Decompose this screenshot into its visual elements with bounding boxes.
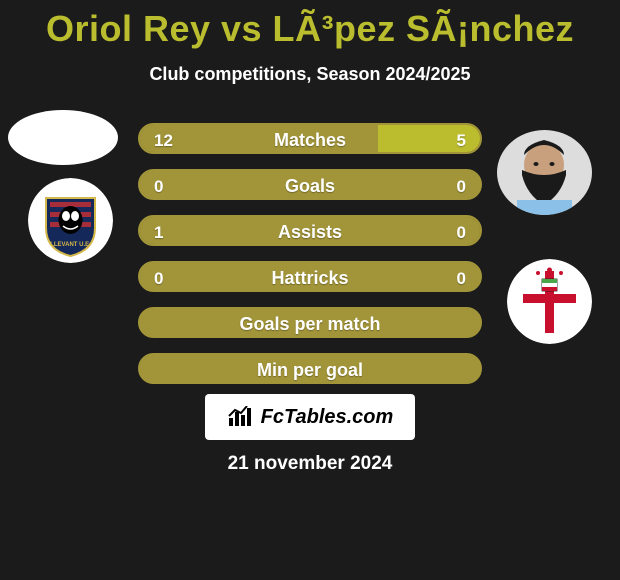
stat-row: Hattricks0 0: [138, 261, 482, 292]
stat-label: Goals: [140, 171, 480, 200]
stat-row: Goals per match: [138, 307, 482, 338]
club-crest-right: [507, 259, 592, 344]
stat-label: Assists: [140, 217, 480, 246]
stat-label: Hattricks: [140, 263, 480, 292]
stat-bars-container: Matches125Goals00Assists10Hattricks00Goa…: [138, 123, 482, 399]
stat-value-right: 0: [457, 263, 466, 292]
svg-text:LLEVANT U.E.: LLEVANT U.E.: [50, 242, 91, 248]
stat-value-left: 0: [154, 171, 163, 200]
stat-label: Matches: [140, 125, 480, 154]
page-title: Oriol Rey vs LÃ³pez SÃ¡nchez: [0, 0, 620, 50]
comparison-card: Oriol Rey vs LÃ³pez SÃ¡nchez Club compet…: [0, 0, 620, 580]
stat-value-right: 0: [457, 171, 466, 200]
stat-row: Min per goal: [138, 353, 482, 384]
stat-label: Goals per match: [140, 309, 480, 338]
stat-value-left: 1: [154, 217, 163, 246]
page-subtitle: Club competitions, Season 2024/2025: [0, 64, 620, 85]
club-crest-left: LLEVANT U.E.: [28, 178, 113, 263]
footer-date: 21 november 2024: [0, 453, 620, 475]
player-photo-right: [497, 130, 592, 215]
stat-value-right: 0: [457, 217, 466, 246]
stat-row: Matches12 5: [138, 123, 482, 154]
footer-logo: FcTables.com: [205, 394, 415, 440]
stat-value-left: 12: [154, 125, 173, 154]
stat-value-left: 0: [154, 263, 163, 292]
footer-logo-text: FcTables.com: [261, 406, 394, 429]
stat-row: Goals0 0: [138, 169, 482, 200]
stat-label: Min per goal: [140, 355, 480, 384]
stat-row: Assists1 0: [138, 215, 482, 246]
player-photo-left: [8, 110, 118, 165]
stat-value-right: 5: [457, 125, 466, 154]
